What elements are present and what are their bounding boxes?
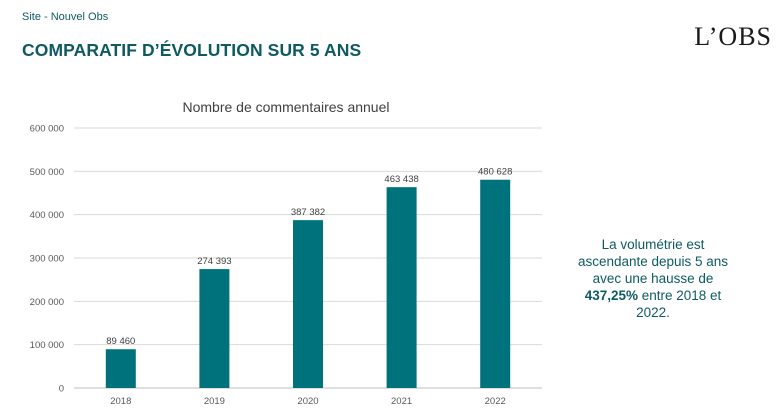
x-tick-label: 2020 [297, 396, 318, 407]
y-tick-label: 200 000 [30, 297, 64, 308]
data-label: 480 628 [478, 167, 512, 178]
data-label: 463 438 [384, 174, 418, 185]
chart-title: Nombre de commentaires annuel [183, 99, 390, 115]
bar-2018 [105, 349, 136, 388]
callout-line-2: ascendante depuis 5 ans [577, 254, 729, 269]
site-label: Site - Nouvel Obs [22, 11, 109, 23]
callout-line-4: entre 2018 et [637, 288, 722, 303]
page-title: COMPARATIF D’ÉVOLUTION SUR 5 ANS [22, 40, 362, 60]
y-tick-label: 600 000 [30, 124, 64, 135]
callout-highlight: 437,25% [584, 288, 638, 303]
y-tick-label: 300 000 [30, 254, 64, 265]
x-tick-label: 2021 [391, 396, 412, 407]
data-label: 274 393 [197, 256, 231, 267]
x-tick-label: 2019 [204, 396, 225, 407]
y-tick-label: 0 [59, 384, 64, 395]
callout-line-5: 2022. [636, 305, 670, 320]
bar-2021 [386, 187, 417, 388]
y-tick-label: 100 000 [30, 340, 64, 351]
callout-line-1: La volumétrie est [601, 237, 705, 252]
bar-chart: Nombre de commentaires annuel 0 100 000 20… [0, 88, 560, 416]
callout-text: La volumétrie est ascendante depuis 5 an… [562, 236, 744, 321]
brand-logo: L’OBS [694, 22, 772, 51]
callout-line-3: avec une hausse de [592, 271, 714, 286]
bar-2019 [199, 269, 230, 388]
chart-svg: Nombre de commentaires annuel 0 100 000 20… [30, 99, 542, 407]
x-tick-label: 2018 [110, 396, 131, 407]
data-label: 89 460 [106, 336, 135, 347]
bar-2020 [293, 220, 323, 388]
y-tick-label: 500 000 [30, 167, 64, 178]
x-tick-label: 2022 [485, 396, 506, 407]
bar-2022 [480, 179, 511, 388]
y-tick-label: 400 000 [30, 210, 64, 221]
data-label: 387 382 [291, 207, 325, 218]
